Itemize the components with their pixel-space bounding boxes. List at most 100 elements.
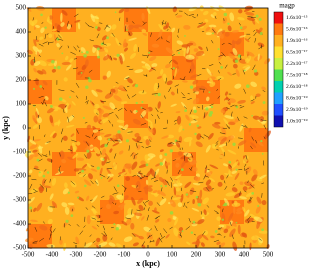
texture bbox=[81, 170, 84, 173]
texture bbox=[160, 162, 163, 165]
texture bbox=[136, 110, 138, 112]
cell bbox=[244, 128, 268, 152]
texture bbox=[261, 228, 264, 231]
texture bbox=[85, 86, 88, 89]
texture bbox=[71, 214, 74, 217]
y-tick-label: 0 bbox=[23, 124, 27, 132]
texture bbox=[210, 111, 213, 114]
colorbar-swatch bbox=[274, 70, 283, 82]
texture bbox=[259, 18, 262, 21]
texture bbox=[44, 27, 46, 29]
texture bbox=[95, 26, 98, 29]
texture bbox=[244, 69, 246, 71]
texture bbox=[86, 51, 89, 54]
y-tick-label: 300 bbox=[16, 52, 27, 60]
texture bbox=[170, 149, 173, 152]
texture bbox=[155, 94, 157, 96]
x-tick-label: -200 bbox=[94, 251, 107, 259]
texture bbox=[194, 110, 197, 113]
colorbar-label: 8.6x10⁻¹⁹ bbox=[286, 96, 308, 102]
y-tick-label: 400 bbox=[16, 28, 27, 36]
texture bbox=[117, 130, 120, 133]
colorbar-swatch bbox=[274, 35, 283, 47]
colorbar-title: magp bbox=[279, 2, 295, 10]
texture bbox=[33, 88, 35, 90]
texture bbox=[222, 219, 224, 221]
texture bbox=[232, 143, 235, 146]
texture bbox=[39, 171, 41, 173]
texture bbox=[164, 153, 167, 156]
colorbar-swatch bbox=[274, 116, 283, 128]
colorbar-swatch bbox=[274, 58, 283, 70]
texture bbox=[170, 211, 173, 214]
colorbar-label: 5.6x10⁻¹⁶ bbox=[286, 27, 308, 33]
texture bbox=[263, 101, 266, 104]
texture bbox=[220, 66, 223, 69]
texture bbox=[97, 47, 100, 50]
texture bbox=[97, 56, 100, 59]
texture bbox=[190, 86, 193, 89]
texture bbox=[29, 206, 32, 209]
texture bbox=[50, 105, 53, 108]
texture bbox=[189, 123, 191, 125]
x-tick-label: 0 bbox=[146, 251, 150, 259]
texture bbox=[117, 54, 120, 57]
texture bbox=[81, 72, 83, 74]
x-tick-label: 100 bbox=[167, 251, 178, 259]
texture bbox=[61, 52, 63, 54]
texture bbox=[77, 197, 79, 199]
colorbar-label: 1.6x10⁻¹⁵ bbox=[286, 15, 308, 21]
y-tick-label: -100 bbox=[13, 148, 26, 156]
texture bbox=[57, 66, 60, 69]
y-tick-label: -400 bbox=[13, 220, 26, 228]
texture bbox=[106, 36, 109, 39]
texture bbox=[260, 32, 263, 35]
texture bbox=[146, 163, 149, 166]
texture bbox=[59, 97, 63, 101]
texture bbox=[141, 107, 143, 109]
texture bbox=[108, 138, 110, 140]
texture bbox=[246, 84, 250, 88]
texture bbox=[116, 227, 119, 230]
texture bbox=[198, 203, 202, 207]
texture bbox=[240, 26, 243, 29]
y-tick-label: -500 bbox=[13, 244, 26, 252]
texture bbox=[115, 11, 117, 13]
texture bbox=[262, 153, 264, 155]
x-tick-label: -500 bbox=[22, 251, 35, 259]
texture bbox=[68, 192, 70, 194]
y-axis-label: y (kpc) bbox=[1, 116, 10, 140]
colorbar-swatch bbox=[274, 104, 283, 116]
colorbar-label: 2.9x10⁻¹⁹ bbox=[286, 107, 308, 113]
texture bbox=[117, 184, 120, 187]
texture bbox=[196, 196, 199, 199]
texture bbox=[256, 15, 259, 18]
texture bbox=[215, 230, 218, 233]
texture bbox=[194, 133, 196, 135]
texture bbox=[165, 185, 167, 187]
texture bbox=[141, 101, 143, 103]
texture bbox=[51, 60, 55, 64]
cell bbox=[196, 56, 220, 80]
texture bbox=[257, 205, 259, 207]
texture bbox=[186, 193, 189, 196]
texture bbox=[40, 14, 43, 17]
cell bbox=[76, 56, 100, 80]
texture bbox=[97, 167, 100, 170]
cell bbox=[28, 104, 52, 128]
texture bbox=[101, 177, 103, 179]
texture bbox=[251, 115, 253, 117]
texture bbox=[135, 84, 138, 87]
x-tick-label: -300 bbox=[70, 251, 83, 259]
texture bbox=[103, 159, 105, 161]
cell bbox=[172, 224, 196, 248]
texture bbox=[173, 67, 175, 69]
texture bbox=[157, 93, 160, 96]
colorbar-label: 2.2x10⁻¹⁷ bbox=[286, 61, 308, 67]
texture bbox=[184, 35, 186, 37]
x-tick-label: -100 bbox=[118, 251, 131, 259]
texture bbox=[260, 140, 262, 142]
texture bbox=[136, 102, 138, 104]
texture bbox=[183, 129, 185, 131]
